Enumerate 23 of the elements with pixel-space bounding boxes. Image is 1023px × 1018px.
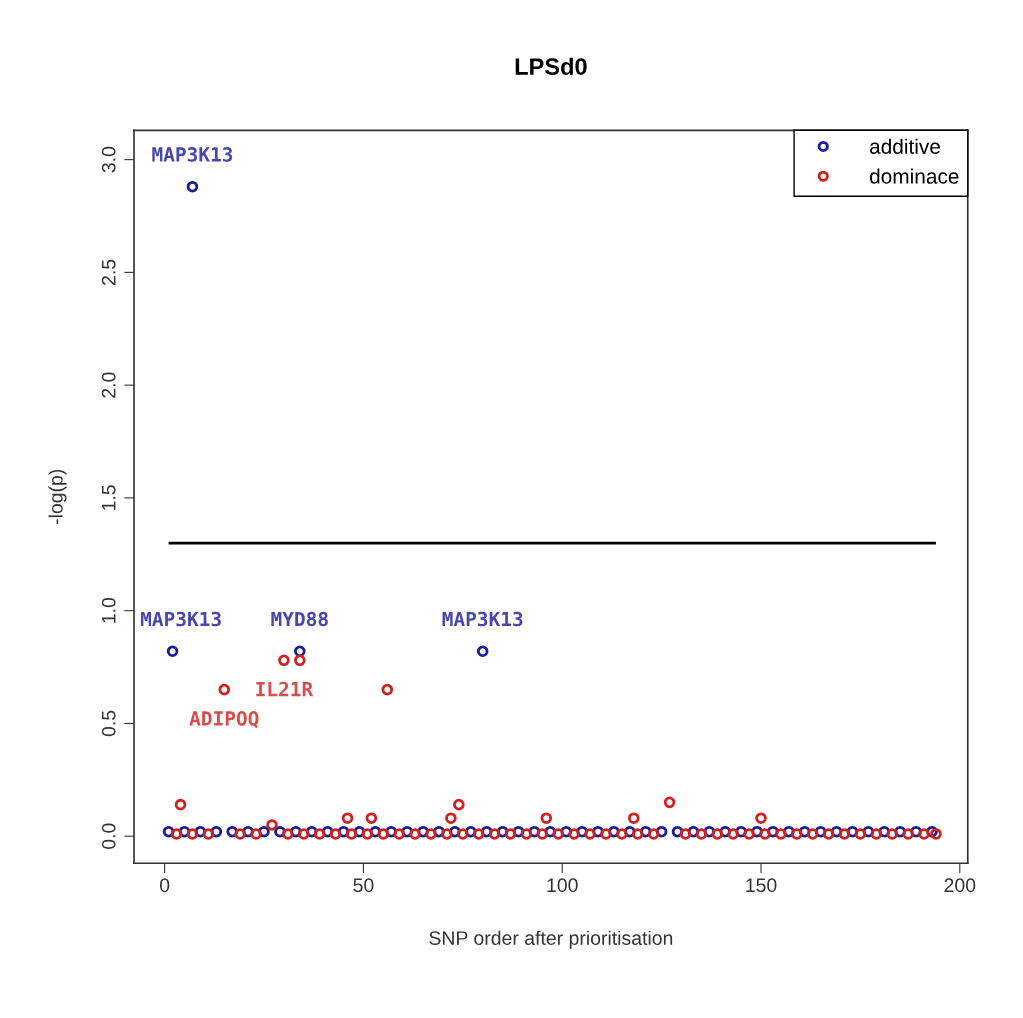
y-tick-label: 3.0 bbox=[101, 146, 116, 173]
x-tick-label: 50 bbox=[353, 878, 374, 893]
legend-label: dominace bbox=[869, 168, 959, 184]
y-tick-label: 1.5 bbox=[102, 485, 116, 510]
y-tick-label: 2.0 bbox=[101, 372, 116, 398]
x-axis-title: SNP order after prioritisation bbox=[429, 930, 673, 949]
annotation: MAP3K13 bbox=[152, 147, 233, 162]
annotation: MAP3K13 bbox=[140, 611, 221, 627]
annotation: MAP3K13 bbox=[442, 611, 523, 627]
y-tick-label: 1.0 bbox=[101, 597, 116, 623]
y-tick-label: 0.5 bbox=[101, 710, 116, 737]
chart-title: LPSd0 bbox=[515, 57, 587, 75]
annotation: ADIPOQ bbox=[189, 711, 259, 729]
x-tick-label: 0 bbox=[159, 878, 170, 893]
x-tick-label: 200 bbox=[944, 878, 976, 893]
y-tick-label: 2.5 bbox=[101, 259, 116, 285]
y-axis-title: -log(p) bbox=[48, 469, 67, 525]
x-tick-label: 100 bbox=[547, 878, 578, 893]
y-tick-label: 0.0 bbox=[101, 823, 116, 849]
x-tick-label: 150 bbox=[746, 878, 777, 893]
annotation: MYD88 bbox=[271, 611, 328, 627]
legend-label: additive bbox=[869, 138, 940, 154]
annotation: IL21R bbox=[256, 681, 314, 697]
